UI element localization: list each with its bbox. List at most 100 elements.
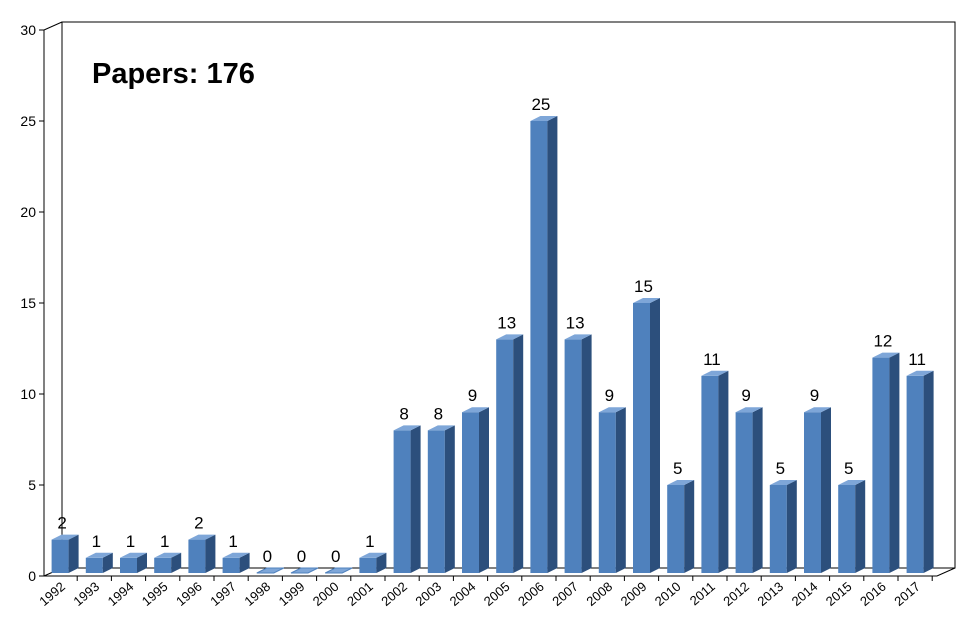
bar-top [222,552,250,558]
data-label: 15 [634,277,653,296]
x-tick-label: 2002 [378,579,410,609]
y-tick-label: 25 [20,113,36,129]
bar-2007: 13 [564,313,592,573]
bar-2013: 5 [769,459,797,573]
bar-1994: 1 [120,532,147,573]
bar-side [376,552,387,573]
bar-front [872,357,890,573]
bar-1993: 1 [85,532,113,573]
bar-side [68,534,79,573]
bar-2010: 5 [667,459,695,573]
x-tick-label: 2006 [515,579,547,609]
x-tick-label: 2000 [310,579,342,609]
bar-top [120,552,147,558]
bar-side [102,552,113,573]
bar-side [786,480,797,573]
bar-top [256,567,285,574]
bar-2017: 11 [906,350,934,573]
bar-top [462,407,489,413]
bar-front [633,303,650,573]
data-label: 1 [92,532,101,551]
bar-1998: 0 [256,547,285,574]
bar-top [838,480,866,485]
x-tick-label: 2007 [549,579,581,609]
data-label: 13 [566,313,585,332]
bar-front [120,557,137,573]
bar-1996: 2 [188,514,216,573]
bar-front [222,557,240,573]
bar-front [667,485,685,573]
bar-2005: 13 [496,313,524,573]
bar-side [650,298,660,573]
bar-top [324,567,353,574]
bar-side [718,370,729,573]
x-axis: 1992 1993 1994 1995 1996 1997 1998 1999 2000 2001… [36,575,937,609]
bar-front [564,339,582,573]
x-tick-label: 2013 [754,579,786,609]
data-label: 13 [497,313,516,332]
x-tick-label: 2004 [447,579,479,609]
bar-front [51,539,69,573]
data-label: 0 [297,547,306,566]
bar-top [290,567,319,574]
data-label: 1 [228,532,237,551]
chart-title: Papers: 176 [92,58,255,90]
bar-2001: 1 [359,532,387,573]
y-axis: 0 5 10 15 20 25 30 [20,22,45,584]
data-label: 2 [194,514,203,533]
bar-side [479,407,489,573]
bar-front [735,412,753,573]
x-tick-label: 2001 [344,579,376,609]
bar-top [906,370,934,376]
data-label: 9 [605,386,614,405]
y-tick-label: 15 [20,295,36,311]
x-tick-label: 1993 [70,579,102,609]
bar-side [137,552,147,573]
bar-front [427,430,445,573]
bar-side [239,552,250,573]
bar-2002: 8 [393,404,421,573]
x-tick-label: 2014 [789,579,821,609]
x-tick-label: 2003 [412,579,444,609]
x-tick-label: 2016 [857,579,889,609]
bar-top [667,480,695,485]
bar-front [838,485,856,573]
bar-top [769,480,797,485]
bar-side [513,334,524,573]
bar-side [444,425,455,573]
data-label: 0 [331,547,340,566]
bar-2014: 9 [804,386,831,573]
bar-front [701,375,719,573]
x-tick-label: 2008 [583,579,615,609]
bar-top [51,534,79,540]
data-label: 1 [365,532,374,551]
bar-2009: 15 [633,277,660,573]
bar-front [530,121,548,573]
bar-front [804,412,821,573]
x-tick-label: 1998 [241,579,273,609]
bar-side [855,480,866,573]
bar-top [188,534,216,540]
x-tick-label: 2017 [891,579,923,609]
data-label: 11 [908,350,926,369]
bar-front [154,557,172,573]
bar-2011: 11 [701,350,729,573]
bar-top [735,407,763,413]
data-label: 1 [126,532,135,551]
data-label: 12 [873,332,892,351]
bar-2004: 9 [462,386,489,573]
data-label: 5 [776,459,785,478]
data-label: 9 [468,386,477,405]
bar-2006: 25 [530,95,558,573]
y-tick-label: 5 [28,477,36,493]
bar-2016: 12 [872,332,900,573]
data-label: 5 [844,459,853,478]
bar-side [410,425,421,573]
data-label: 8 [399,404,408,423]
data-label: 5 [673,459,682,478]
bar-side [547,116,558,573]
bar-front [598,412,616,573]
x-tick-label: 2015 [823,579,855,609]
bar-top [85,552,113,558]
